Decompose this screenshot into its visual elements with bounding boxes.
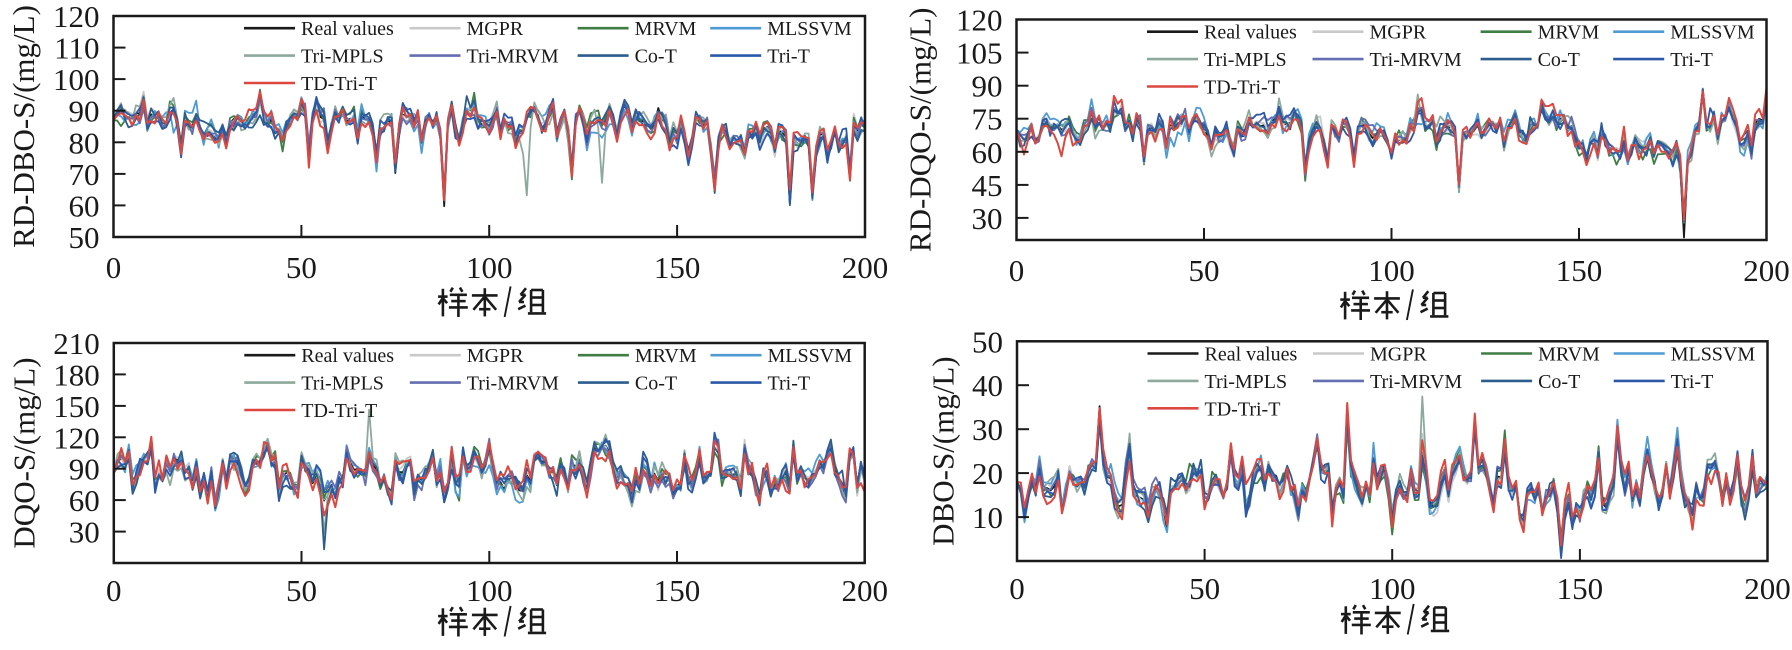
svg-text:Tri-MPLS: Tri-MPLS (301, 46, 384, 68)
svg-text:Tri-MRVM: Tri-MRVM (467, 46, 559, 68)
svg-text:200: 200 (841, 573, 888, 608)
svg-text:30: 30 (972, 412, 1003, 447)
svg-text:MGPR: MGPR (1370, 344, 1427, 366)
svg-text:45: 45 (972, 168, 1003, 203)
svg-text:40: 40 (972, 368, 1003, 403)
svg-text:80: 80 (69, 125, 100, 160)
svg-text:30: 30 (69, 515, 100, 550)
svg-text:20: 20 (972, 456, 1003, 491)
svg-text:150: 150 (654, 250, 701, 285)
svg-text:50: 50 (286, 250, 317, 285)
svg-text:TD-Tri-T: TD-Tri-T (301, 73, 377, 95)
svg-text:Tri-T: Tri-T (1671, 371, 1714, 393)
svg-text:50: 50 (286, 573, 317, 608)
svg-text:Co-T: Co-T (1538, 49, 1580, 71)
svg-text:Real values: Real values (1204, 22, 1297, 44)
svg-text:70: 70 (69, 157, 100, 192)
svg-text:90: 90 (69, 94, 100, 129)
svg-text:200: 200 (1743, 253, 1790, 288)
svg-text:TD-Tri-T: TD-Tri-T (1205, 398, 1281, 420)
svg-text:Real values: Real values (301, 345, 394, 367)
svg-text:60: 60 (69, 483, 100, 518)
svg-text:200: 200 (842, 250, 889, 285)
svg-text:120: 120 (956, 3, 1003, 38)
svg-text:Co-T: Co-T (635, 46, 677, 68)
svg-text:100: 100 (466, 573, 513, 608)
svg-text:100: 100 (1368, 253, 1415, 288)
svg-text:0: 0 (1009, 571, 1025, 606)
svg-text:120: 120 (53, 420, 100, 455)
svg-text:30: 30 (972, 201, 1003, 236)
svg-text:150: 150 (654, 573, 701, 608)
svg-text:210: 210 (53, 326, 100, 361)
svg-text:100: 100 (466, 250, 513, 285)
svg-text:100: 100 (1369, 571, 1416, 606)
svg-text:MGPR: MGPR (467, 18, 524, 40)
svg-text:60: 60 (69, 188, 100, 223)
svg-text:60: 60 (972, 135, 1003, 170)
svg-text:Tri-T: Tri-T (767, 46, 810, 68)
svg-text:MLSSVM: MLSSVM (1670, 22, 1755, 44)
svg-text:0: 0 (106, 250, 122, 285)
svg-text:RD-DBO-S/(mg/L): RD-DBO-S/(mg/L) (6, 5, 41, 248)
svg-text:50: 50 (69, 220, 100, 255)
svg-text:105: 105 (956, 36, 1003, 71)
svg-text:Tri-MRVM: Tri-MRVM (1370, 371, 1462, 393)
svg-text:50: 50 (1189, 253, 1220, 288)
svg-text:90: 90 (69, 452, 100, 487)
svg-text:100: 100 (53, 62, 100, 97)
svg-text:180: 180 (53, 357, 100, 392)
svg-text:DQO-S/(mg/L): DQO-S/(mg/L) (7, 357, 42, 548)
svg-text:MRVM: MRVM (1538, 344, 1600, 366)
svg-text:Co-T: Co-T (635, 373, 677, 395)
svg-text:0: 0 (106, 573, 122, 608)
svg-text:200: 200 (1744, 571, 1791, 606)
svg-text:150: 150 (1556, 253, 1603, 288)
svg-text:Tri-MPLS: Tri-MPLS (1205, 371, 1288, 393)
svg-text:0: 0 (1009, 253, 1025, 288)
svg-text:150: 150 (53, 389, 100, 424)
svg-text:DBO-S/(mg/L): DBO-S/(mg/L) (926, 356, 961, 545)
svg-text:MRVM: MRVM (635, 18, 697, 40)
svg-text:Tri-T: Tri-T (768, 373, 811, 395)
svg-text:50: 50 (972, 324, 1003, 359)
svg-text:MRVM: MRVM (1538, 22, 1600, 44)
svg-text:RD-DQO-S/(mg/L): RD-DQO-S/(mg/L) (903, 8, 938, 253)
svg-text:10: 10 (972, 500, 1003, 535)
svg-text:MGPR: MGPR (467, 345, 524, 367)
svg-text:Tri-T: Tri-T (1670, 49, 1713, 71)
svg-text:90: 90 (972, 69, 1003, 104)
svg-text:120: 120 (53, 0, 100, 34)
svg-text:110: 110 (54, 31, 99, 66)
svg-text:Real values: Real values (301, 18, 394, 40)
svg-text:Tri-MPLS: Tri-MPLS (1204, 49, 1287, 71)
svg-text:Real values: Real values (1205, 344, 1298, 366)
svg-text:50: 50 (1189, 571, 1220, 606)
svg-text:TD-Tri-T: TD-Tri-T (1204, 77, 1280, 99)
svg-text:Tri-MRVM: Tri-MRVM (467, 373, 559, 395)
svg-text:Co-T: Co-T (1538, 371, 1580, 393)
svg-text:MRVM: MRVM (635, 345, 697, 367)
svg-text:TD-Tri-T: TD-Tri-T (301, 400, 377, 422)
svg-text:MLSSVM: MLSSVM (767, 18, 852, 40)
svg-text:Tri-MPLS: Tri-MPLS (301, 373, 384, 395)
svg-text:MLSSVM: MLSSVM (768, 345, 853, 367)
svg-text:75: 75 (972, 102, 1003, 137)
svg-text:MGPR: MGPR (1370, 22, 1427, 44)
svg-text:Tri-MRVM: Tri-MRVM (1370, 49, 1462, 71)
svg-text:150: 150 (1557, 571, 1604, 606)
svg-text:MLSSVM: MLSSVM (1671, 344, 1756, 366)
